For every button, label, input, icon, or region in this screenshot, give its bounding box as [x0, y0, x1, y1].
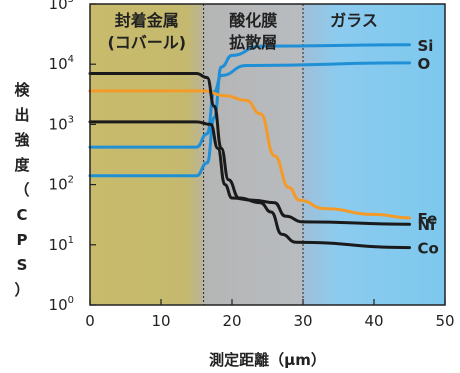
x-axis-title: 測定距離（μm）	[209, 351, 326, 369]
x-tick-label: 20	[222, 312, 241, 330]
y-tick-label: 102	[49, 175, 74, 194]
region-label: 拡散層	[229, 33, 277, 52]
plot-frame	[89, 3, 446, 306]
x-tick-label: 50	[435, 312, 454, 330]
x-tick-label: 0	[85, 312, 95, 330]
series-label-co: Co	[418, 240, 439, 258]
series-line-o	[88, 61, 411, 149]
region-label: ガラス	[330, 11, 378, 30]
series-line-ni	[88, 120, 411, 226]
y-axis-title: 検出強度（ C P S）	[14, 81, 30, 299]
x-tick-label: 10	[151, 312, 170, 330]
ticks-layer: 0 10 20 30 40 50 100 101 102 103 104 105	[49, 0, 455, 330]
region-label: (コバール)	[107, 33, 186, 52]
region-label: 封着金属	[115, 11, 179, 30]
y-tick-label: 103	[49, 114, 74, 133]
series-label-ni: Ni	[418, 216, 436, 234]
regions-layer	[90, 4, 445, 305]
series-layer	[88, 43, 411, 250]
x-tick-label: 30	[293, 312, 312, 330]
y-tick-label: 100	[49, 295, 74, 314]
y-tick-label: 101	[49, 235, 74, 254]
series-label-o: O	[418, 55, 431, 73]
x-tick-label: 40	[364, 312, 383, 330]
series-label-si: Si	[418, 37, 434, 55]
series-label-fe: Fe	[418, 210, 438, 228]
series-line-co	[88, 71, 411, 250]
y-tick-label: 105	[49, 0, 74, 13]
series-line-fe	[88, 89, 411, 220]
region-band-2	[303, 4, 445, 305]
region-label: 酸化膜	[229, 11, 277, 30]
region-band-0	[90, 4, 204, 305]
y-tick-label: 104	[49, 54, 74, 73]
